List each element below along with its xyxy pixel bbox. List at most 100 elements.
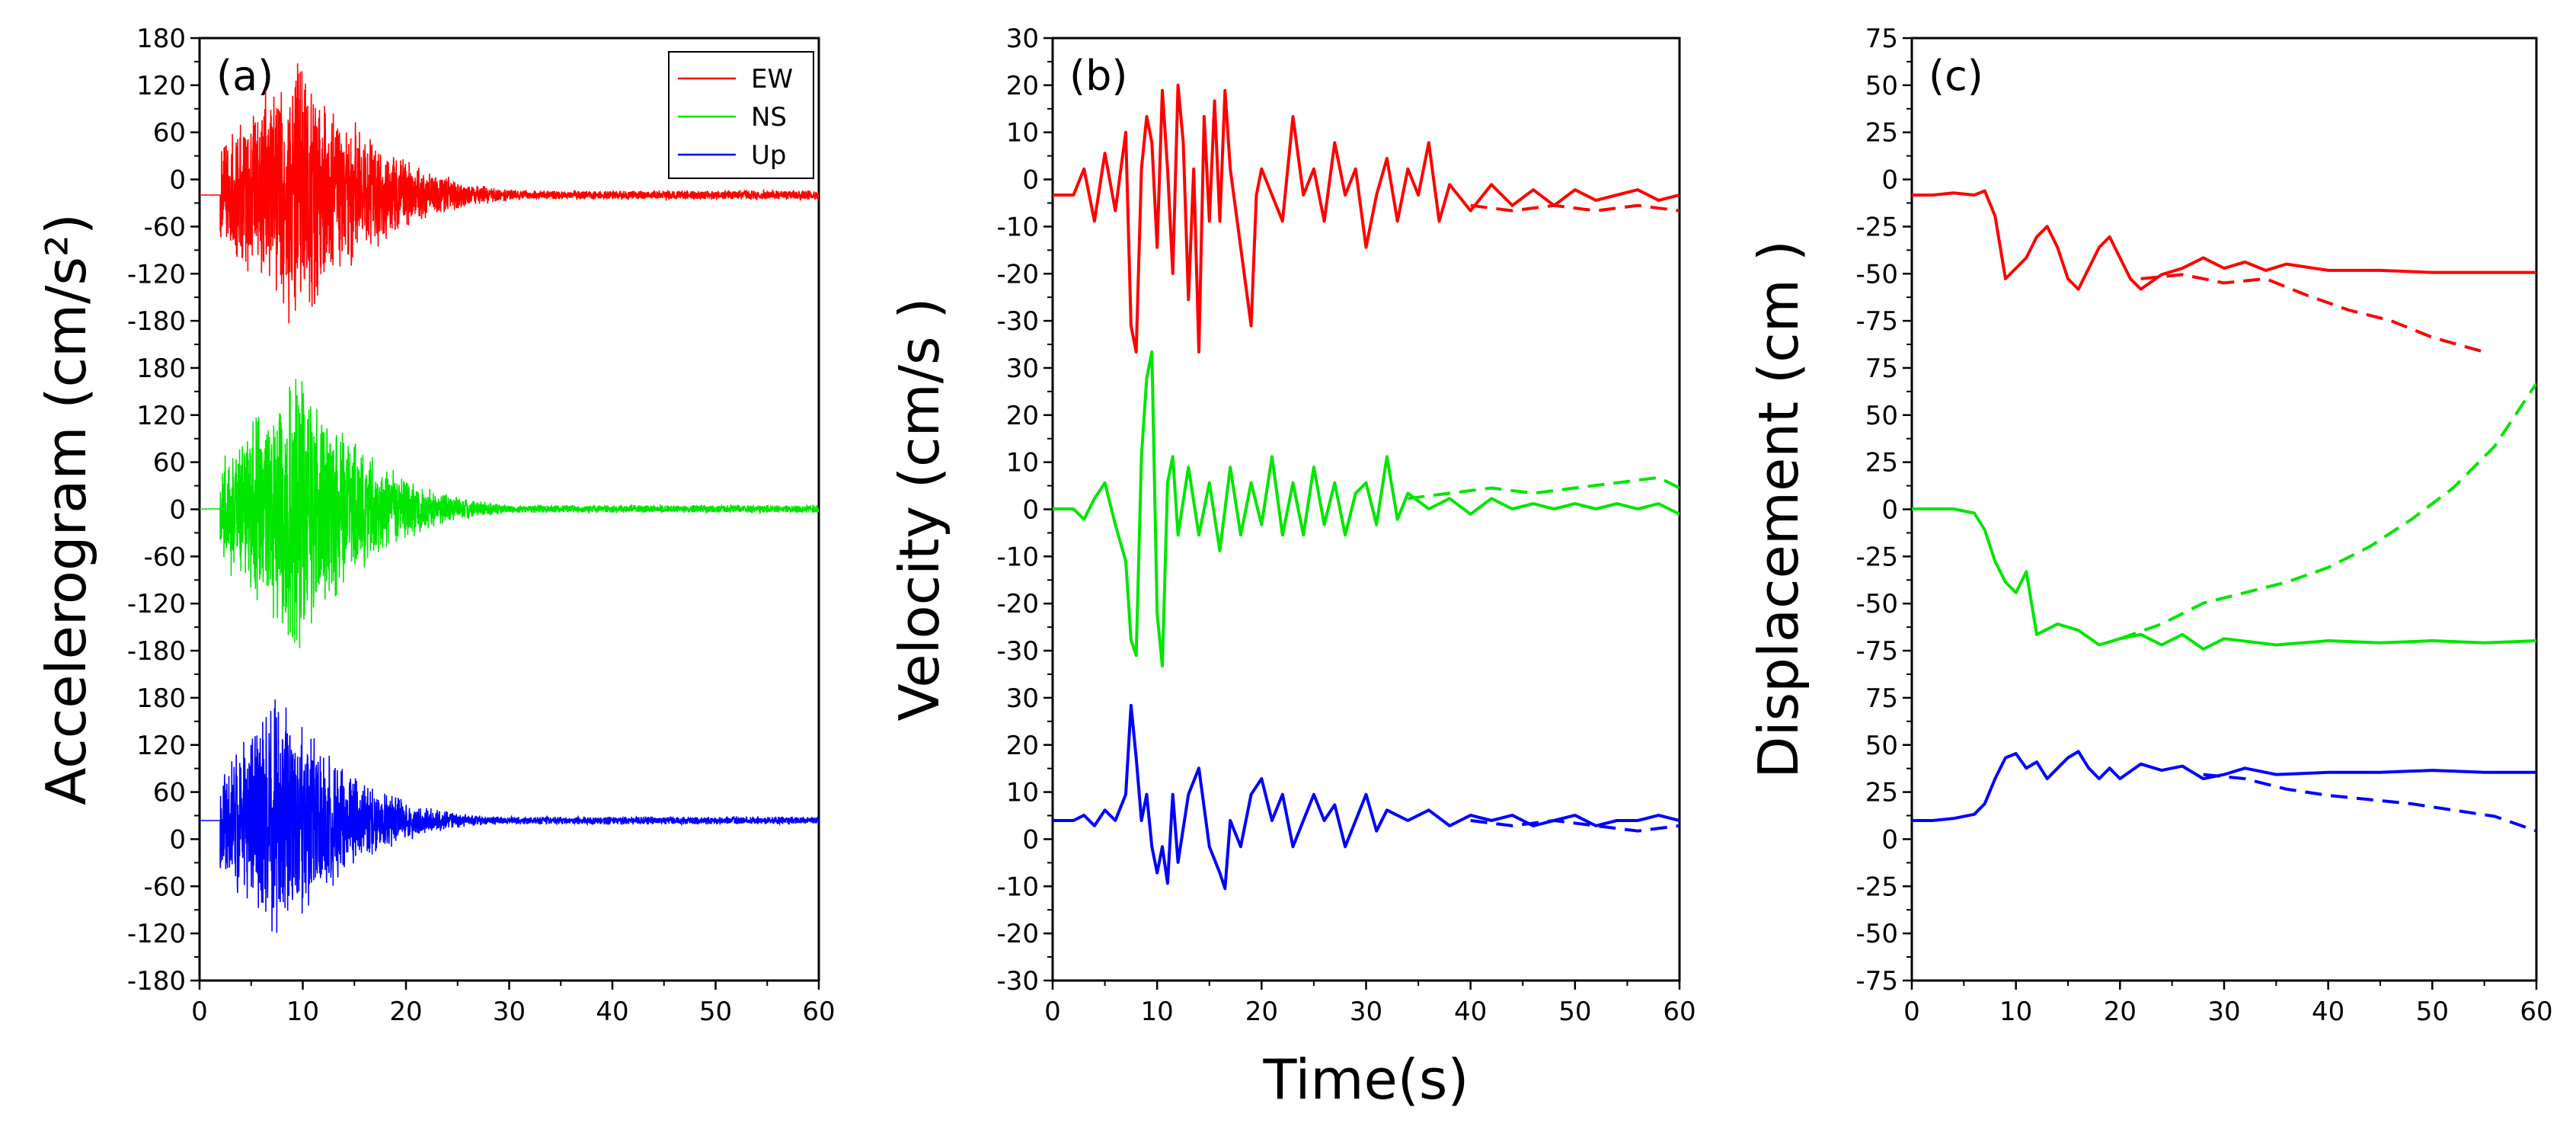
y-tick-label: -20 — [996, 589, 1039, 619]
y-tick-label: -180 — [127, 636, 186, 667]
y-axis-title: Velocity (cm/s ) — [887, 298, 951, 721]
trace-up-dashed — [2203, 773, 2536, 833]
y-tick-label: 75 — [1865, 354, 1898, 384]
y-tick-label: 30 — [1006, 354, 1039, 384]
panel-label: (b) — [1069, 52, 1127, 100]
y-tick-label: 120 — [136, 401, 186, 431]
x-tick-label: 50 — [2416, 997, 2449, 1027]
trace-up — [1053, 703, 1680, 891]
x-tick-label: 40 — [2312, 997, 2344, 1027]
x-tick-label: 20 — [2104, 997, 2137, 1027]
plot-frame — [1051, 37, 1681, 982]
y-tick-label: -120 — [127, 589, 186, 619]
y-tick-label: -25 — [1855, 872, 1898, 902]
trace-ew-dashed — [2140, 273, 2485, 354]
panel-a: -180 -120 -60 0 60 120 180 -180 -120 -60 0 60 120 180… — [34, 24, 836, 1027]
y-tick-label: -60 — [143, 872, 186, 902]
x-tick-label: 40 — [596, 997, 628, 1027]
trace-ns — [1053, 350, 1680, 667]
y-tick-label: -30 — [996, 636, 1039, 667]
y-tick-label: -10 — [996, 872, 1039, 902]
y-tick-label: 20 — [1006, 731, 1039, 761]
y-tick-label: 75 — [1865, 24, 1898, 54]
y-tick-label: 0 — [169, 824, 186, 855]
legend-box — [668, 51, 814, 179]
legend-entry: Up — [751, 140, 786, 171]
y-axis-title: Accelerogram (cm/s²) — [34, 213, 98, 805]
x-tick-label: 10 — [1999, 997, 2032, 1027]
y-tick-label: 25 — [1865, 118, 1898, 149]
y-tick-label: 50 — [1865, 401, 1898, 431]
trace-ns-dashed — [2119, 382, 2536, 641]
x-tick-label: 30 — [1350, 997, 1382, 1027]
x-tick-label: 10 — [286, 997, 319, 1027]
y-tick-label: 30 — [1006, 24, 1039, 54]
x-tick-label: 60 — [2520, 997, 2552, 1027]
trace-ew — [1912, 189, 2536, 291]
x-tick-label: 30 — [493, 997, 526, 1027]
x-axis-title: Time(s) — [1263, 1048, 1469, 1112]
y-tick-label: 0 — [1881, 495, 1898, 526]
y-tick-label: -20 — [996, 259, 1039, 290]
trace-ew — [1053, 83, 1680, 354]
y-tick-label: 180 — [136, 354, 186, 384]
x-tick-label: 0 — [191, 997, 208, 1027]
y-tick-label: -50 — [1855, 259, 1898, 290]
x-tick-label: 50 — [1558, 997, 1591, 1027]
y-tick-label: -10 — [996, 212, 1039, 242]
trace-up — [200, 699, 819, 933]
panel-label: (c) — [1929, 52, 1983, 100]
plot-frame — [1910, 37, 2538, 982]
y-tick-label: -75 — [1855, 306, 1898, 337]
y-tick-label: 0 — [1881, 165, 1898, 196]
y-tick-label: 10 — [1006, 448, 1039, 478]
panel-c: -75 -50 -25 0 25 50 75 -75 -50 -25 0 25 50 75 -75 -50 -2… — [1747, 24, 2553, 1027]
x-tick-label: 10 — [1141, 997, 1174, 1027]
y-tick-label: -60 — [143, 212, 186, 242]
y-tick-label: 180 — [136, 24, 186, 54]
y-tick-label: -20 — [996, 919, 1039, 949]
y-tick-label: -180 — [127, 966, 186, 997]
y-tick-label: 10 — [1006, 118, 1039, 149]
y-tick-label: 60 — [153, 778, 186, 808]
trace-ns — [200, 379, 819, 648]
y-tick-label: 120 — [136, 731, 186, 761]
y-tick-label: -60 — [143, 542, 186, 572]
x-tick-label: 30 — [2207, 997, 2240, 1027]
y-tick-label: 0 — [169, 495, 186, 526]
y-tick-label: -180 — [127, 306, 186, 337]
y-tick-label: -10 — [996, 542, 1039, 572]
y-tick-label: -30 — [996, 966, 1039, 997]
y-tick-label: -50 — [1855, 919, 1898, 949]
y-tick-label: 0 — [1881, 824, 1898, 855]
y-tick-label: 120 — [136, 71, 186, 101]
x-tick-label: 20 — [389, 997, 422, 1027]
y-tick-label: 75 — [1865, 683, 1898, 714]
y-tick-label: -25 — [1855, 212, 1898, 242]
y-tick-label: 60 — [153, 118, 186, 149]
y-tick-label: 50 — [1865, 731, 1898, 761]
trace-up — [1912, 750, 2536, 822]
y-tick-label: 30 — [1006, 683, 1039, 714]
y-tick-label: 0 — [1022, 495, 1039, 526]
y-tick-label: 20 — [1006, 401, 1039, 431]
panel-b: -30 -20 -10 0 10 20 30 -30 -20 -10 0 10 20 30 -30 -20 -1… — [887, 24, 1696, 1112]
trace-ew — [200, 63, 819, 324]
y-tick-label: -120 — [127, 919, 186, 949]
y-tick-label: -120 — [127, 259, 186, 290]
panel-label: (a) — [216, 52, 273, 100]
y-tick-label: -25 — [1855, 542, 1898, 572]
x-tick-label: 20 — [1245, 997, 1278, 1027]
y-tick-label: 180 — [136, 683, 186, 714]
y-tick-label: -30 — [996, 306, 1039, 337]
trace-up-dashed — [1470, 819, 1680, 833]
x-tick-label: 40 — [1454, 997, 1487, 1027]
legend: EW NS Up — [668, 51, 814, 179]
y-tick-label: 0 — [1022, 824, 1039, 855]
y-tick-label: -75 — [1855, 966, 1898, 997]
trace-ns-dashed — [1408, 475, 1680, 501]
y-tick-label: 50 — [1865, 71, 1898, 101]
trace-ew-dashed — [1470, 203, 1680, 213]
y-tick-label: 25 — [1865, 778, 1898, 808]
